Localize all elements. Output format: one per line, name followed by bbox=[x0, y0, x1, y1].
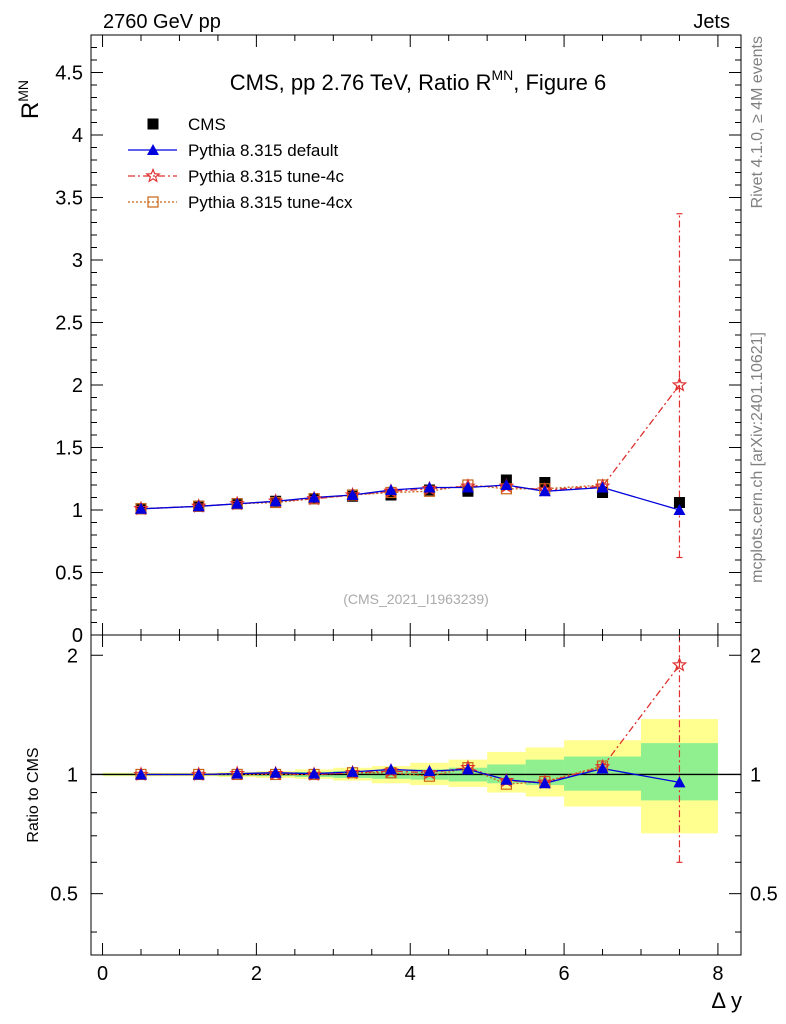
y-tick-label-ratio-right: 1 bbox=[750, 764, 761, 786]
ratio-point-def bbox=[423, 765, 436, 777]
series-point-def bbox=[538, 485, 551, 497]
y-tick-label-main: 0.5 bbox=[55, 563, 83, 585]
y-tick-label-ratio: 2 bbox=[67, 645, 78, 667]
y-tick-label-main: 4.5 bbox=[55, 63, 83, 85]
legend-marker-t4cx bbox=[147, 196, 159, 208]
side-label-bottom: mcplots.cern.ch [arXiv:2401.10621] bbox=[749, 332, 766, 583]
series-point-def bbox=[596, 481, 609, 493]
main-title: CMS, pp 2.76 TeV, Ratio RMN, Figure 6 bbox=[230, 67, 606, 95]
header-left: 2760 GeV pp bbox=[103, 11, 221, 33]
ratio-point-def bbox=[135, 768, 147, 780]
ratio-point-def bbox=[385, 763, 397, 775]
y-tick-label-ratio-right: 2 bbox=[750, 645, 761, 667]
y-axis-label-ratio: Ratio to CMS bbox=[25, 747, 42, 842]
series-point-def bbox=[500, 479, 513, 490]
ratio-point-def bbox=[461, 763, 474, 775]
y-axis-label-main: RMN bbox=[15, 80, 44, 119]
legend-marker-def bbox=[147, 144, 159, 155]
y-tick-label-main: 2.5 bbox=[55, 313, 83, 335]
y-tick-label-main: 3.5 bbox=[55, 188, 83, 210]
series-point-def bbox=[308, 491, 321, 503]
y-tick-label-main: 0 bbox=[72, 625, 83, 647]
y-tick-label-main: 1.5 bbox=[55, 438, 83, 460]
x-tick-label: 4 bbox=[405, 963, 416, 985]
y-tick-label-ratio: 0.5 bbox=[50, 884, 78, 906]
main-panel: 0 0.5 1 1.5 2 2.5 3 3.5 4 4.5 CMS, pp 2.76 TeV, R… bbox=[15, 34, 742, 647]
x-axis-label: Δ y bbox=[711, 988, 742, 1013]
ratio-point-def bbox=[596, 762, 609, 774]
y-tick-label-main: 2 bbox=[72, 375, 83, 397]
ratio-line-t4cx bbox=[141, 765, 603, 785]
ratio-panel: 0 2 4 6 8 0.5 0.5 1 1 2 2 Ratio to CMS Δ y bbox=[25, 634, 778, 1013]
y-tick-label-ratio: 1 bbox=[67, 764, 78, 786]
x-tick-label: 8 bbox=[712, 963, 723, 985]
series-point-def bbox=[461, 481, 474, 493]
legend-marker-cms bbox=[147, 118, 159, 130]
ratio-point-def bbox=[308, 767, 321, 779]
legend: CMS Pythia 8.315 default Pythia 8.315 tune… bbox=[128, 115, 353, 212]
x-tick-label: 0 bbox=[97, 963, 108, 985]
ratio-point-def bbox=[269, 766, 282, 778]
series-point-def bbox=[231, 497, 244, 509]
series-point-def bbox=[269, 495, 282, 507]
header-right: Jets bbox=[693, 11, 730, 33]
cms-point bbox=[673, 497, 685, 508]
y-tick-label-main: 3 bbox=[72, 250, 83, 272]
series-point-def bbox=[346, 489, 359, 500]
legend-marker-t4c bbox=[145, 167, 161, 183]
y-tick-label-ratio-right: 0.5 bbox=[750, 884, 778, 906]
ratio-point-def bbox=[346, 765, 359, 777]
series-point-def bbox=[135, 502, 147, 514]
legend-label-def: Pythia 8.315 default bbox=[188, 141, 339, 160]
ratio-point-def bbox=[500, 773, 513, 785]
series-point-t4c bbox=[671, 376, 688, 392]
y-tick-label-main: 1 bbox=[72, 500, 83, 522]
watermark: (CMS_2021_I1963239) bbox=[343, 591, 489, 607]
ratio-point-t4c bbox=[671, 656, 688, 672]
y-tick-label-main: 4 bbox=[72, 125, 83, 147]
series-point-def bbox=[385, 484, 397, 495]
ratio-point-def bbox=[192, 768, 205, 780]
side-label-top: Rivet 4.1.0, ≥ 4M events bbox=[749, 36, 766, 208]
x-tick-label: 2 bbox=[251, 963, 262, 985]
x-tick-label: 6 bbox=[559, 963, 570, 985]
ratio-point-def bbox=[538, 777, 551, 789]
series-point-def bbox=[673, 504, 686, 515]
ratio-point-def bbox=[673, 776, 686, 788]
ratio-frame bbox=[90, 634, 742, 956]
legend-label-t4cx: Pythia 8.315 tune-4cx bbox=[188, 193, 353, 212]
ratio-point-def bbox=[231, 767, 244, 779]
series-point-def bbox=[423, 481, 436, 493]
legend-label-t4c: Pythia 8.315 tune-4c bbox=[188, 167, 344, 186]
legend-label-cms: CMS bbox=[188, 115, 226, 134]
series-point-def bbox=[192, 500, 205, 512]
